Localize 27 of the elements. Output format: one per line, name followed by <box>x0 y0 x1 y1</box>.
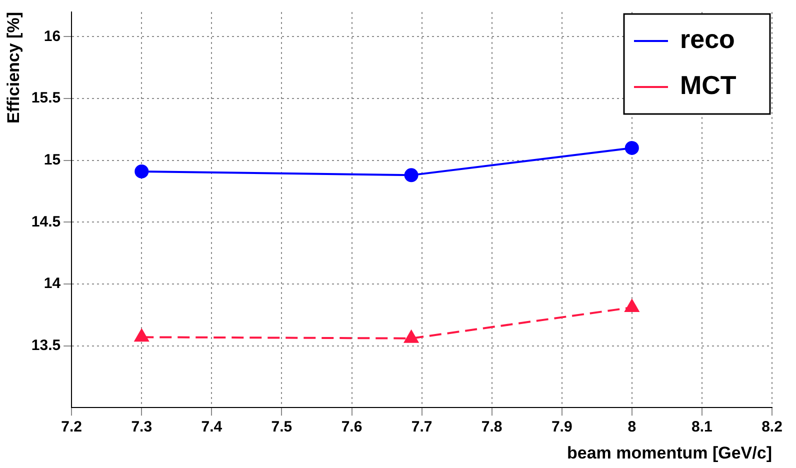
x-tick-label: 8 <box>628 418 636 436</box>
x-tick-label: 7.7 <box>411 418 432 436</box>
point <box>134 329 149 342</box>
point <box>624 140 639 155</box>
x-tick-label: 8.2 <box>762 418 782 436</box>
x-tick-label: 7.6 <box>341 418 362 436</box>
point <box>404 330 418 343</box>
point <box>134 164 149 178</box>
x-tick-label: 7.2 <box>61 418 82 436</box>
y-tick-label: 15.5 <box>31 90 61 107</box>
x-tick-label: 8.1 <box>692 418 712 436</box>
x-tick-label: 7.5 <box>271 418 292 436</box>
point <box>624 299 639 312</box>
legend-label: reco <box>680 24 735 54</box>
x-tick-label: 7.8 <box>481 418 502 436</box>
y-axis-title: Efficiency [%] <box>4 12 23 124</box>
point <box>404 168 418 182</box>
x-tick-label: 7.9 <box>551 418 572 436</box>
x-axis-title: beam momentum [GeV/c] <box>567 443 772 462</box>
x-tick-label: 7.4 <box>201 418 223 436</box>
y-tick-label: 14 <box>44 275 62 292</box>
y-tick-label: 14.5 <box>31 213 61 230</box>
y-tick-label: 13.5 <box>31 336 61 354</box>
x-tick-label: 7.3 <box>131 418 152 436</box>
legend-label: MCT <box>680 70 736 100</box>
y-tick-label: 16 <box>44 28 61 45</box>
y-tick-label: 15 <box>44 151 61 168</box>
